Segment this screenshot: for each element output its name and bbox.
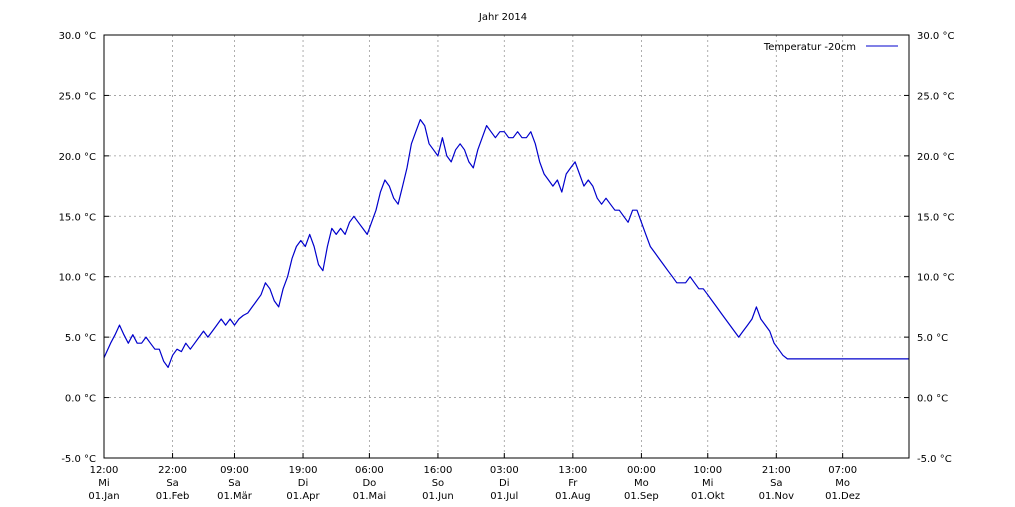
legend-label: Temperatur -20cm [763,42,856,53]
x-tick-label-weekday: Sa [166,478,178,489]
x-tick-label-time: 06:00 [355,465,384,476]
x-axis-labels: 12:00 Mi 01.Jan 22:00 Sa 01.Feb 09:00 Sa 01.Mär 1… [88,465,860,502]
y-tick-label-left: 20.0 °C [59,152,96,163]
chart-title: Jahr 2014 [478,12,527,23]
y-tick-label-right: 5.0 °C [917,333,948,344]
x-tick-label-date: 01.Dez [825,491,860,502]
x-tick-label-weekday: Sa [770,478,782,489]
x-tick-label-time: 13:00 [558,465,587,476]
x-tick-label-date: 01.Aug [555,491,590,502]
y-tick-label-left: 0.0 °C [65,394,96,405]
x-tick-label-date: 01.Sep [624,491,659,502]
y-tick-label-left: 5.0 °C [65,333,96,344]
y-tick-label-right: 20.0 °C [917,152,954,163]
x-tick-label-date: 01.Nov [759,491,795,502]
x-tick-label-weekday: Mi [702,478,713,489]
x-tick-label-date: 01.Mai [353,491,386,502]
y-tick-label-right: 15.0 °C [917,212,954,223]
y-axis-right-labels: -5.0 °C 0.0 °C 5.0 °C 10.0 °C 15.0 °C 20.0 °C… [917,31,954,465]
plot-frame [103,34,910,459]
x-tick-label-weekday: Fr [568,478,578,489]
y-tick-label-right: -5.0 °C [917,454,952,465]
x-tick-label-time: 00:00 [627,465,656,476]
series-layer [103,118,909,368]
series-line-temperatur [103,118,909,368]
x-tick-label-weekday: Mo [835,478,850,489]
x-tick-label-date: 01.Jun [422,491,454,502]
x-tick-label-weekday: So [432,478,444,489]
y-tick-label-right: 25.0 °C [917,91,954,102]
y-tick-label-right: 30.0 °C [917,31,954,42]
y-tick-label-left: 15.0 °C [59,212,96,223]
y-tick-label-right: 10.0 °C [917,273,954,284]
y-tick-label-left: 25.0 °C [59,91,96,102]
x-tick-label-time: 10:00 [693,465,722,476]
y-tick-label-left: -5.0 °C [61,454,96,465]
x-tick-label-time: 19:00 [289,465,318,476]
x-tick-label-time: 22:00 [158,465,187,476]
x-tick-label-weekday: Di [298,478,308,489]
x-tick-label-time: 12:00 [90,465,119,476]
x-tick-label-weekday: Mo [634,478,649,489]
x-tick-label-time: 16:00 [424,465,453,476]
axis-ticks [103,34,909,459]
x-tick-label-date: 01.Okt [691,491,725,502]
y-axis-left-labels: -5.0 °C 0.0 °C 5.0 °C 10.0 °C 15.0 °C 20.0 °C… [59,31,96,465]
x-tick-label-weekday: Do [362,478,376,489]
x-tick-label-date: 01.Mär [217,491,253,502]
x-tick-label-weekday: Di [499,478,509,489]
legend: Temperatur -20cm [763,42,898,53]
x-tick-label-date: 01.Jan [88,491,119,502]
x-tick-label-time: 21:00 [762,465,791,476]
x-tick-label-time: 09:00 [220,465,249,476]
x-tick-label-weekday: Sa [228,478,240,489]
x-tick-label-time: 03:00 [490,465,519,476]
y-tick-label-left: 30.0 °C [59,31,96,42]
x-tick-label-time: 07:00 [828,465,857,476]
y-tick-label-right: 0.0 °C [917,394,948,405]
grid-lines [104,35,909,458]
x-tick-label-date: 01.Apr [286,491,320,502]
x-tick-label-weekday: Mi [98,478,109,489]
x-tick-label-date: 01.Jul [490,491,518,502]
x-tick-label-date: 01.Feb [156,491,190,502]
y-tick-label-left: 10.0 °C [59,273,96,284]
